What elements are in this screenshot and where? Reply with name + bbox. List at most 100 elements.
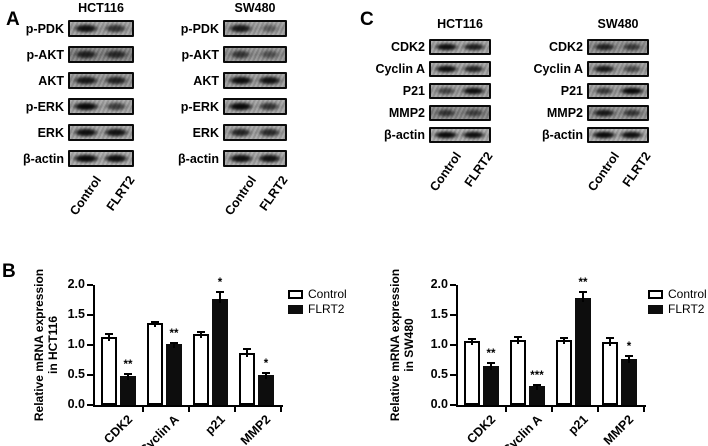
bar-control-p21 xyxy=(556,340,572,405)
error-bar-stem xyxy=(628,355,630,364)
y-axis-label: Relative mRNA expression in SW480 xyxy=(388,265,416,425)
x-category-label: CDK2 xyxy=(101,412,136,446)
blot-row-label: p-AKT xyxy=(26,47,65,62)
lane-label-control: Control xyxy=(585,149,623,194)
blot-box xyxy=(68,98,134,115)
error-bar-cap xyxy=(468,338,476,340)
protein-band xyxy=(461,130,487,139)
error-bar-stem xyxy=(563,337,565,345)
blot-row-label: β-actin xyxy=(23,151,64,166)
bar-control-p21 xyxy=(193,333,209,405)
lane-label-flrt2: FLRT2 xyxy=(619,149,654,190)
blot-row-label: AKT xyxy=(193,73,219,88)
protein-band xyxy=(72,127,100,137)
blot-box xyxy=(68,150,134,167)
protein-band xyxy=(73,49,99,59)
protein-band xyxy=(229,49,252,59)
bar-flrt2-p21 xyxy=(212,299,228,405)
x-category-label: Cyclin A xyxy=(136,412,182,446)
protein-band xyxy=(462,42,486,51)
blot-row-label: β-actin xyxy=(178,151,219,166)
protein-band xyxy=(436,86,456,95)
y-tick xyxy=(87,374,93,376)
protein-band xyxy=(103,75,129,85)
blot-box xyxy=(223,46,287,63)
bar-flrt2-cdk2 xyxy=(120,376,136,405)
protein-band xyxy=(435,108,457,117)
blot-group-a-hct116: HCT116 p-PDK p-AKT AKT p-ERK ERK β-actin Contro… xyxy=(4,2,137,232)
protein-band xyxy=(619,86,645,95)
protein-band xyxy=(621,42,643,51)
legend-label: FLRT2 xyxy=(308,302,345,316)
protein-band xyxy=(619,130,645,139)
x-tick xyxy=(280,407,282,412)
protein-band xyxy=(433,130,459,139)
blot-row-label: AKT xyxy=(38,73,64,88)
legend-item-control: Control xyxy=(648,288,707,301)
blot-box xyxy=(429,105,491,121)
y-tick-label: 0.5 xyxy=(67,367,85,381)
lane-label-flrt2: FLRT2 xyxy=(461,149,496,190)
error-bar-cap xyxy=(560,336,568,339)
protein-band xyxy=(592,42,616,51)
panel-label-b: B xyxy=(2,261,16,282)
blot-box xyxy=(587,105,649,121)
blot-group-c-sw480: SW480 CDK2 Cyclin A P21 MMP2 β-actin Control FL… xyxy=(521,18,653,248)
legend-swatch-flrt2 xyxy=(288,305,303,314)
error-bar-stem xyxy=(154,322,156,328)
protein-band xyxy=(102,127,129,137)
plot-area xyxy=(93,285,283,407)
error-bar-stem xyxy=(517,337,519,344)
x-category-label: MMP2 xyxy=(601,412,637,446)
x-tick xyxy=(505,407,507,412)
error-bar-stem xyxy=(173,343,175,349)
x-category-label: p21 xyxy=(565,412,591,438)
blot-row-label: MMP2 xyxy=(546,106,583,120)
protein-band xyxy=(260,23,279,33)
protein-band xyxy=(72,101,100,111)
y-tick-label: 1.0 xyxy=(430,337,448,351)
bar-flrt2-mmp2 xyxy=(621,359,637,405)
protein-band xyxy=(592,108,617,117)
error-bar-cap xyxy=(105,332,113,335)
error-bar-cap xyxy=(533,383,541,386)
blot-row-label: p-PDK xyxy=(25,21,64,36)
protein-band xyxy=(260,49,279,59)
protein-band xyxy=(72,153,100,163)
x-category-label: Cyclin A xyxy=(499,412,545,446)
protein-band xyxy=(461,86,487,95)
blot-box xyxy=(223,72,287,89)
blot-row-label: Cyclin A xyxy=(533,62,583,76)
panel-label-a: A xyxy=(6,9,20,30)
blot-row-label: CDK2 xyxy=(390,40,425,54)
y-tick xyxy=(87,314,93,316)
protein-band xyxy=(104,23,128,33)
legend-item-flrt2: FLRT2 xyxy=(288,303,344,316)
error-bar-cap xyxy=(170,342,178,345)
lane-label-control: Control xyxy=(221,173,259,218)
y-tick-label: 0.5 xyxy=(430,367,448,381)
error-bar-cap xyxy=(579,291,587,294)
bar-flrt2-cyclin-a xyxy=(166,344,182,405)
y-tick-label: 2.0 xyxy=(430,277,448,291)
error-bar-stem xyxy=(582,292,584,303)
blot-row-label: β-actin xyxy=(542,128,583,142)
significance-marker: *** xyxy=(530,369,544,382)
legend-label: Control xyxy=(308,287,347,301)
protein-band xyxy=(593,86,615,95)
y-tick xyxy=(450,344,456,346)
blot-box xyxy=(587,83,649,99)
y-tick xyxy=(87,284,93,286)
y-tick-label: 0.0 xyxy=(430,397,448,411)
y-tick-label: 1.5 xyxy=(67,307,85,321)
blot-box xyxy=(68,72,134,89)
cell-line-title: HCT116 xyxy=(437,17,483,31)
error-bar-cap xyxy=(243,348,251,351)
significance-marker: * xyxy=(263,358,269,371)
blot-row-label: p-AKT xyxy=(181,47,220,62)
y-tick xyxy=(450,404,456,406)
blot-box xyxy=(223,98,287,115)
significance-marker: ** xyxy=(123,359,133,372)
protein-band xyxy=(228,23,253,33)
bar-flrt2-cdk2 xyxy=(483,366,499,405)
